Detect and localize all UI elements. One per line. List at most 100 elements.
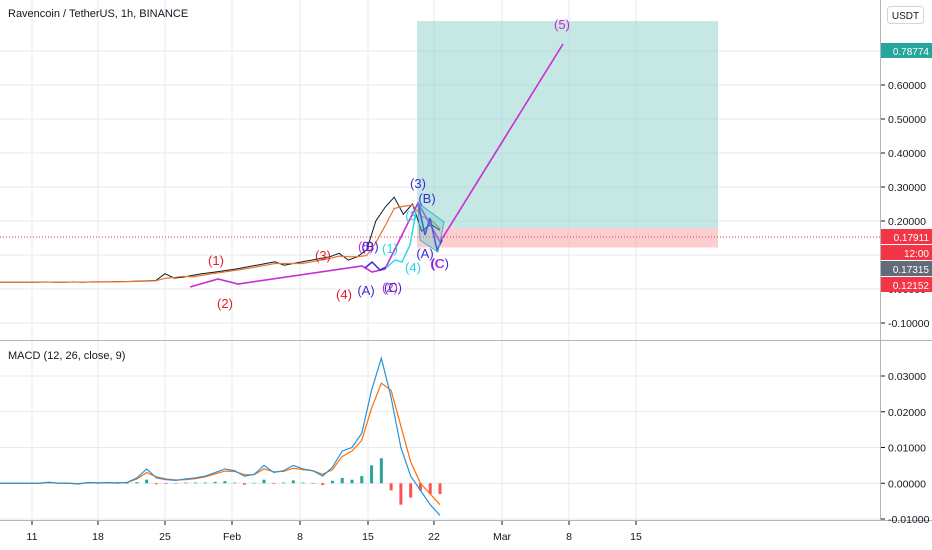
- price-badge[interactable]: [881, 261, 932, 276]
- wave-label[interactable]: (C: [430, 256, 444, 271]
- macd-histogram-bar: [340, 477, 344, 484]
- time-tick-label: 22: [428, 531, 440, 543]
- time-tick-label: Mar: [493, 531, 512, 543]
- macd-histogram-bar: [47, 482, 51, 484]
- macd-tick-label: 0.00000: [888, 478, 926, 490]
- price-tick-label: 0.50000: [888, 114, 926, 126]
- symbol-title: Ravencoin / TetherUS, 1h, BINANCE: [8, 8, 188, 20]
- macd-histogram-bar: [125, 483, 129, 484]
- price-tick-label: -0.10000: [888, 318, 930, 330]
- macd-histogram-bar: [164, 483, 168, 484]
- macd-histogram-bar: [438, 483, 442, 494]
- macd-line: [0, 355, 441, 516]
- macd-tick-label: 0.03000: [888, 371, 926, 383]
- macd-histogram-bar: [409, 483, 413, 498]
- price-tick-label: 0.60000: [888, 80, 926, 92]
- macd-histogram-bar: [330, 480, 334, 484]
- impulse-sub-wave-path[interactable]: [385, 211, 417, 269]
- price-badge-label: 12:00: [904, 249, 929, 260]
- macd-histogram-bar: [311, 483, 315, 484]
- price-tick-label: 0.20000: [888, 216, 926, 228]
- signal-line: [0, 382, 441, 506]
- macd-histogram-bar: [389, 483, 393, 491]
- price-tick-label: 0.30000: [888, 182, 926, 194]
- macd-histogram-bar: [282, 482, 286, 484]
- target-zone[interactable]: [417, 21, 718, 229]
- macd-histogram-bar: [194, 482, 198, 484]
- wave-label[interactable]: (C): [384, 280, 402, 295]
- wave-label[interactable]: (3): [410, 176, 426, 191]
- time-tick-label: Feb: [223, 531, 241, 543]
- wave-label[interactable]: (2): [382, 280, 398, 295]
- macd-histogram-bar: [96, 483, 100, 484]
- wave-labels[interactable]: (1)(2)(3)(4)(5)(B) (1)(A) (2)(C)(3)(B)(3(4…: [208, 17, 570, 311]
- correction-triangle[interactable]: [417, 201, 445, 253]
- wave-label[interactable]: (C): [431, 256, 449, 271]
- price-badge-label: 0.17315: [893, 265, 930, 276]
- price-tick-label: 0.40000: [888, 148, 926, 160]
- macd-title: MACD (12, 26, close, 9): [8, 350, 125, 362]
- wave-label[interactable]: (A): [357, 283, 374, 298]
- price-badge-label: 0.17911: [894, 233, 930, 244]
- macd-histogram-bar: [321, 483, 325, 486]
- macd-histogram-bar: [301, 482, 305, 484]
- price-series: [0, 196, 441, 283]
- macd-histogram-bar: [145, 479, 149, 484]
- macd-histogram-bar: [233, 482, 237, 484]
- time-tick-label: 15: [362, 531, 374, 543]
- wave-label[interactable]: (1): [208, 253, 224, 268]
- wave-label[interactable]: (4): [336, 287, 352, 302]
- price-badge[interactable]: [881, 229, 932, 244]
- wave-label[interactable]: (4): [405, 260, 421, 275]
- wave-label[interactable]: (A): [416, 246, 433, 261]
- macd-histogram-bar: [399, 483, 403, 505]
- currency-button[interactable]: USDT: [887, 6, 924, 24]
- macd-histogram-bar: [252, 482, 256, 484]
- wave-label[interactable]: (5): [554, 17, 570, 32]
- time-tick-label: 25: [159, 531, 171, 543]
- stop-zone[interactable]: [417, 228, 718, 248]
- wave-drawings[interactable]: [189, 43, 564, 288]
- macd-histogram-bar: [135, 482, 139, 484]
- macd-histogram-bar: [223, 481, 227, 484]
- macd-histogram-bar: [115, 483, 119, 484]
- macd-histogram-bar: [272, 483, 276, 484]
- macd-histogram-bar: [379, 458, 383, 484]
- price-badge[interactable]: [881, 277, 932, 292]
- macd-pane: [0, 355, 442, 516]
- wave-label[interactable]: (3): [315, 248, 331, 263]
- moving-average-line: [0, 204, 441, 283]
- price-badge[interactable]: [881, 245, 932, 260]
- wave-label[interactable]: (1): [382, 241, 398, 256]
- macd-tick-label: -0.01000: [888, 514, 930, 526]
- currency-button-label: USDT: [892, 11, 919, 22]
- macd-histogram-bar: [418, 483, 422, 491]
- wave-label[interactable]: (2): [217, 296, 233, 311]
- macd-histogram-bar: [154, 483, 158, 485]
- macd-histogram-bar: [184, 482, 188, 484]
- sub-wave-path[interactable]: [364, 260, 387, 271]
- time-tick-label: 11: [27, 531, 38, 543]
- macd-histogram-bar: [291, 480, 295, 484]
- macd-histogram-bar: [350, 479, 354, 484]
- wave-label[interactable]: (B): [418, 191, 435, 206]
- wave-label[interactable]: (B): [361, 239, 378, 254]
- wave-label[interactable]: (3: [405, 208, 417, 223]
- macd-histogram-bar: [360, 476, 364, 484]
- time-tick-label: 8: [566, 531, 572, 543]
- time-axis[interactable]: 11 18 25 Feb 8 15 22 Mar 8 15: [27, 521, 642, 543]
- wave-label[interactable]: (5): [358, 239, 374, 254]
- macd-histogram-bar: [242, 483, 246, 485]
- macd-histogram-bar: [203, 482, 207, 484]
- macd-histogram-bar: [174, 483, 178, 484]
- price-badge-label: 0.78774: [893, 47, 930, 58]
- time-tick-label: 15: [630, 531, 642, 543]
- macd-tick-label: 0.01000: [888, 443, 926, 455]
- macd-histogram-bar: [370, 465, 374, 484]
- macd-axis[interactable]: 0.03000 0.02000 0.01000 0.00000 -0.01000: [881, 371, 930, 526]
- macd-histogram-bar: [428, 483, 432, 494]
- price-badge-label: 0.12152: [893, 281, 930, 292]
- price-badge[interactable]: [881, 43, 932, 58]
- price-axis[interactable]: 0.700000.600000.500000.400000.300000.200…: [881, 43, 932, 330]
